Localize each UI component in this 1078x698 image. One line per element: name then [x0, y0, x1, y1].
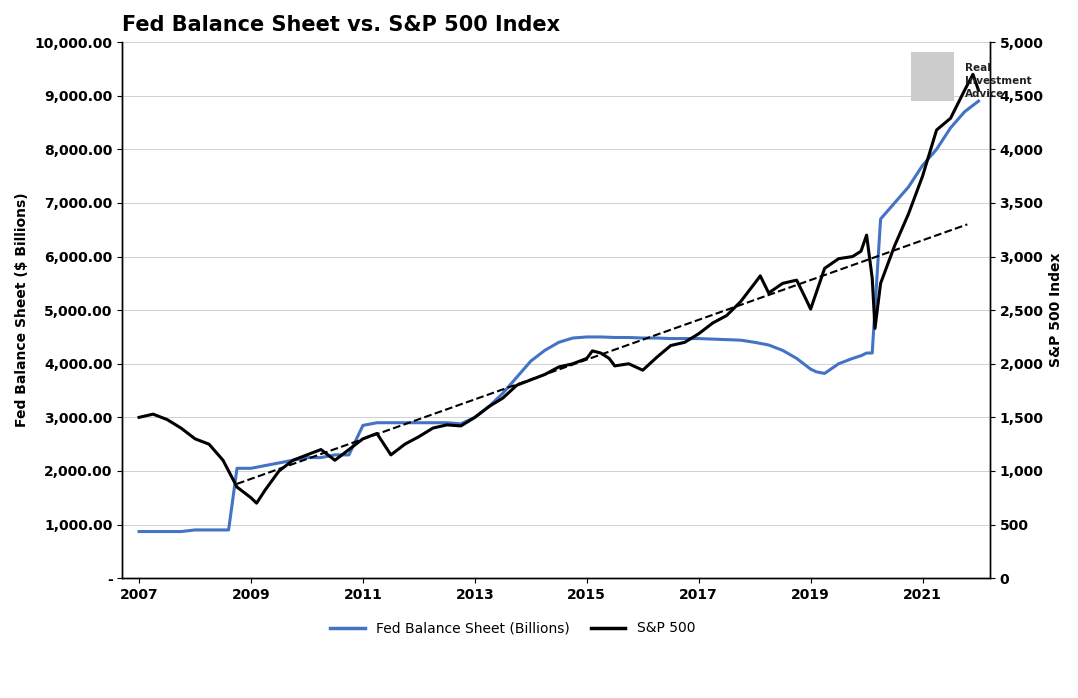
Text: Fed Balance Sheet vs. S&P 500 Index: Fed Balance Sheet vs. S&P 500 Index — [122, 15, 561, 35]
Y-axis label: Fed Balance Sheet ($ Billions): Fed Balance Sheet ($ Billions) — [15, 193, 29, 427]
Y-axis label: S&P 500 Index: S&P 500 Index — [1049, 253, 1063, 367]
Legend: Fed Balance Sheet (Billions), S&P 500: Fed Balance Sheet (Billions), S&P 500 — [324, 616, 701, 641]
Text: Real
Investment
Advice: Real Investment Advice — [965, 63, 1032, 99]
